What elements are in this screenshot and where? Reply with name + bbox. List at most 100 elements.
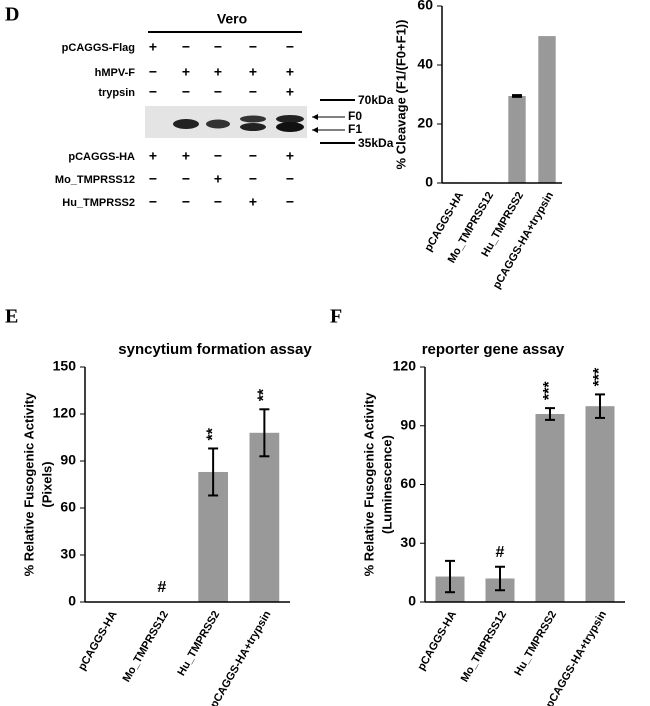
annotation: ** (204, 427, 221, 440)
sign: − (149, 171, 157, 187)
error-bar (595, 393, 605, 419)
marker-label: 70kDa (358, 93, 394, 107)
panel-label: F (330, 306, 342, 328)
sign: + (214, 171, 222, 187)
blot-band (240, 123, 266, 131)
sign: − (149, 194, 157, 210)
bar (249, 432, 280, 602)
blot-band (276, 122, 304, 132)
sign: + (214, 64, 222, 80)
y-tick-label: 0 (408, 593, 416, 609)
x-tick-label: pCAGGS-HA (415, 609, 459, 673)
sign: − (149, 64, 157, 80)
sign: + (286, 84, 294, 100)
sign: − (249, 171, 257, 187)
error-bar (545, 407, 555, 421)
chart-title: reporter gene assay (422, 341, 565, 358)
sign: − (286, 194, 294, 210)
bar (508, 95, 526, 183)
row-label: Hu_TMPRSS2 (62, 197, 135, 209)
y-tick-label: 60 (400, 475, 416, 491)
sign: + (182, 64, 190, 80)
sign: − (182, 171, 190, 187)
y-axis-label: (Luminescence) (379, 435, 394, 534)
sign: − (249, 148, 257, 164)
error-bar (259, 408, 270, 458)
y-tick-label: 60 (417, 0, 433, 13)
error-bar (512, 94, 522, 98)
band-label: F0 (348, 109, 362, 123)
y-tick-label: 30 (60, 546, 76, 562)
x-tick-label: pCAGGS-HA (76, 609, 120, 673)
sign: − (182, 84, 190, 100)
row-label: trypsin (98, 87, 135, 99)
y-tick-label: 40 (417, 56, 433, 72)
blot-band (173, 119, 199, 129)
annotation: # (157, 579, 166, 596)
sign: − (214, 194, 222, 210)
x-tick-label: Mo_TMPRSS12 (121, 609, 171, 684)
error-bar (495, 565, 505, 592)
blot-image (145, 106, 307, 138)
y-tick-label: 90 (400, 416, 416, 432)
x-tick-label: pCAGGS-HA+trypsin (491, 190, 556, 291)
band-arrow-head (312, 114, 318, 120)
y-tick-label: 60 (60, 499, 76, 515)
sign: + (149, 148, 157, 164)
annotation: *** (541, 381, 558, 400)
chart-title: syncytium formation assay (118, 341, 312, 358)
x-tick-label: Hu_TMPRSS2 (175, 609, 222, 678)
blot-band (276, 115, 304, 123)
blot-title: Vero (217, 11, 247, 27)
x-tick-label: Hu_TMPRSS2 (512, 609, 559, 678)
y-axis-label: % Cleavage (F1/(F0+F1)) (393, 20, 408, 170)
y-tick-label: 120 (393, 358, 417, 374)
annotation: ** (256, 388, 273, 401)
sign: − (214, 39, 222, 55)
row-label: pCAGGS-HA (68, 151, 135, 163)
row-label: pCAGGS-Flag (62, 42, 135, 54)
y-tick-label: 0 (425, 174, 433, 190)
sign: − (286, 171, 294, 187)
y-axis-label: % Relative Fusogenic Activity (361, 392, 376, 577)
y-tick-label: 90 (60, 452, 76, 468)
x-tick-label: Mo_TMPRSS12 (459, 609, 509, 684)
sign: − (286, 39, 294, 55)
sign: − (249, 39, 257, 55)
annotation: *** (591, 367, 608, 386)
sign: + (149, 39, 157, 55)
sign: + (249, 194, 257, 210)
y-axis-label: (Pixels) (39, 461, 54, 507)
blot-band (206, 119, 230, 129)
sign: + (286, 64, 294, 80)
y-tick-label: 30 (400, 534, 416, 550)
bar (535, 414, 565, 602)
y-tick-label: 150 (53, 358, 77, 374)
y-axis-label: % Relative Fusogenic Activity (21, 392, 36, 577)
y-tick-label: 0 (68, 593, 76, 609)
sign: − (182, 39, 190, 55)
marker-label: 35kDa (358, 136, 394, 150)
bar (538, 36, 556, 184)
panel-label: E (5, 306, 18, 328)
sign: − (249, 84, 257, 100)
sign: − (214, 148, 222, 164)
sign: + (286, 148, 294, 164)
band-arrow-head (312, 127, 318, 133)
bar (585, 406, 615, 602)
y-tick-label: 20 (417, 115, 433, 131)
panel-label: D (5, 4, 19, 26)
row-label: hMPV-F (95, 67, 136, 79)
error-bar (445, 559, 455, 594)
sign: + (182, 148, 190, 164)
sign: + (249, 64, 257, 80)
annotation: # (496, 544, 505, 561)
x-tick-label: pCAGGS-HA+trypsin (208, 609, 273, 706)
y-tick-label: 120 (53, 405, 77, 421)
row-label: Mo_TMPRSS12 (55, 174, 135, 186)
sign: − (182, 194, 190, 210)
blot-band (240, 115, 266, 123)
sign: − (214, 84, 222, 100)
